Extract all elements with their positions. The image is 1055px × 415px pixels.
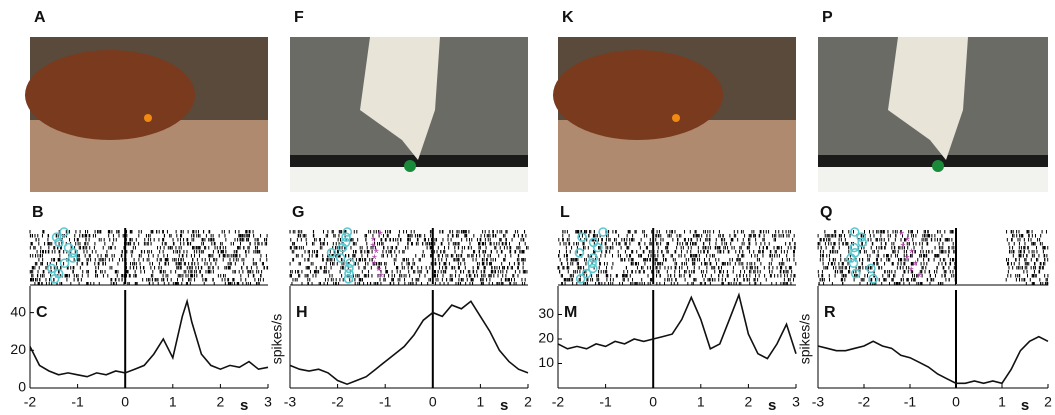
raster-star: * [909, 263, 914, 278]
raster-star: * [378, 227, 383, 242]
panel-label: K [562, 9, 574, 26]
photo-marker [932, 160, 944, 172]
psth-line [30, 301, 268, 376]
x-tick-label: 2 [524, 394, 532, 410]
x-tick-label: -3 [812, 394, 825, 410]
panel-label: B [32, 204, 44, 221]
x-tick-label: 1 [169, 394, 177, 410]
photo-hand [25, 50, 195, 140]
x-tick-label: 2 [1044, 394, 1052, 410]
x-axis-label: s [768, 397, 776, 414]
panel-label: M [564, 304, 577, 321]
x-tick-label: 2 [745, 394, 753, 410]
x-tick-label: 1 [697, 394, 705, 410]
y-tick-label: 20 [538, 330, 554, 346]
photo-marker [672, 114, 680, 122]
panel-label: R [824, 304, 836, 321]
y-tick-label: 40 [10, 303, 26, 319]
raster-cue [69, 254, 77, 262]
x-tick-label: 3 [264, 394, 272, 410]
x-tick-label: 1 [477, 394, 485, 410]
raster-cue [61, 259, 69, 267]
x-tick-label: 0 [121, 394, 129, 410]
x-tick-label: -1 [904, 394, 917, 410]
raster-cue [337, 254, 345, 262]
y-axis-label: spikes/s [797, 314, 813, 365]
x-tick-label: 2 [217, 394, 225, 410]
psth-line [818, 337, 1048, 384]
photo-hand [553, 50, 723, 140]
y-tick-label: 30 [538, 305, 554, 321]
panel-label: F [294, 9, 304, 26]
panel-label: H [296, 304, 308, 321]
panel-label: Q [820, 204, 832, 221]
psth-line [558, 295, 796, 359]
x-axis-label: s [240, 397, 248, 414]
x-tick-label: -2 [858, 394, 871, 410]
y-tick-label: 0 [18, 379, 26, 395]
x-tick-label: 0 [649, 394, 657, 410]
x-tick-label: -2 [552, 394, 565, 410]
photo-marker [144, 114, 152, 122]
x-tick-label: -2 [331, 394, 344, 410]
x-tick-label: -1 [71, 394, 84, 410]
panel-label: P [822, 9, 833, 26]
raster-cue [594, 244, 602, 252]
figure: ABC-2-10123s02040FG********H-3-2-1012ssp… [0, 0, 1055, 415]
y-tick-label: 20 [10, 341, 26, 357]
photo-marker [404, 160, 416, 172]
x-tick-label: -2 [24, 394, 37, 410]
panel-label: L [560, 204, 570, 221]
panel-label: G [292, 204, 304, 221]
raster-star: * [378, 269, 383, 284]
x-axis-label: s [1021, 397, 1029, 414]
x-tick-label: 0 [429, 394, 437, 410]
raster-cue [344, 275, 352, 283]
panel-label: C [36, 304, 48, 321]
x-tick-label: 1 [998, 394, 1006, 410]
x-tick-label: -3 [284, 394, 297, 410]
x-tick-label: 3 [792, 394, 800, 410]
raster-star: * [916, 269, 921, 284]
y-tick-label: 10 [538, 354, 554, 370]
y-axis-label: spikes/s [269, 314, 285, 365]
panel-label: A [34, 9, 46, 26]
x-axis-label: s [500, 397, 508, 414]
x-tick-label: -1 [379, 394, 392, 410]
psth-line [290, 301, 528, 384]
x-tick-label: -1 [599, 394, 612, 410]
x-tick-label: 0 [952, 394, 960, 410]
